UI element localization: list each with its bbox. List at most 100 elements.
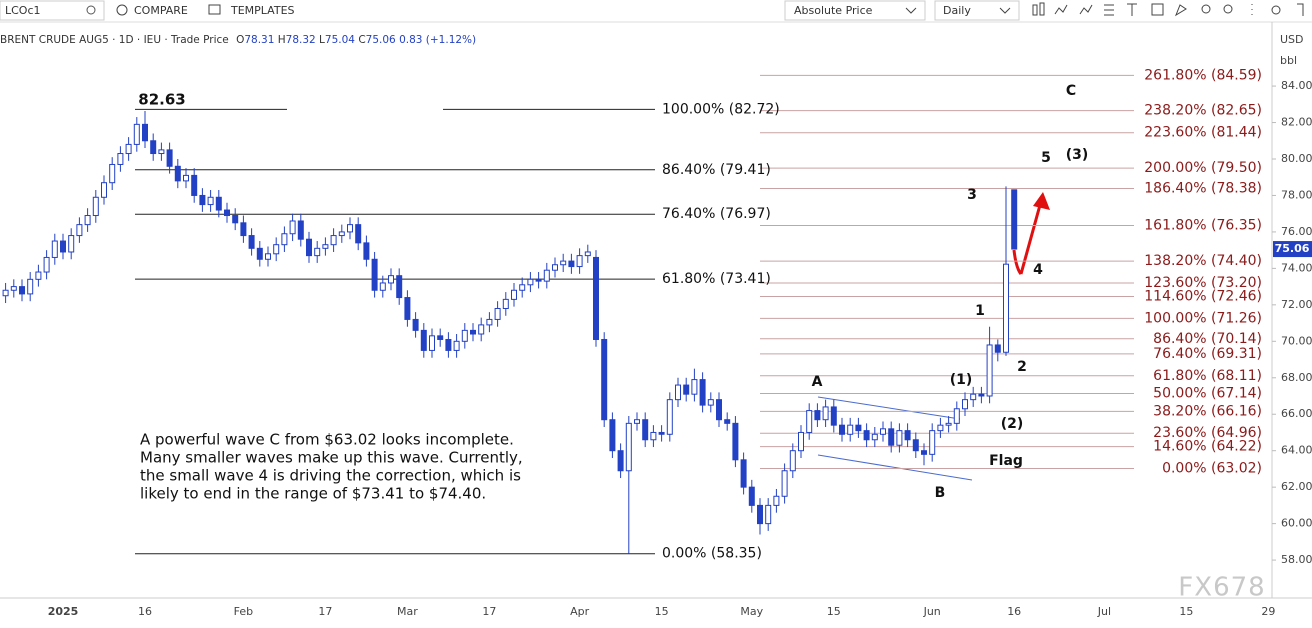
dropdown-arrow bbox=[905, 7, 917, 14]
candle-body bbox=[822, 406, 829, 421]
price-tag bbox=[1273, 241, 1312, 258]
commentary-line: A powerful wave C from $63.02 looks inco… bbox=[140, 431, 514, 449]
wave-label: 4 bbox=[1033, 262, 1043, 278]
candle-body bbox=[765, 504, 772, 525]
x-tick-label: Feb bbox=[234, 605, 253, 618]
candle-body bbox=[215, 196, 222, 211]
templates-icon[interactable] bbox=[208, 4, 221, 15]
candle-body bbox=[314, 247, 321, 257]
candle-body bbox=[789, 450, 796, 472]
candle-body bbox=[519, 284, 526, 291]
wave-label: (2) bbox=[1001, 416, 1024, 432]
candle-body bbox=[494, 307, 501, 320]
candle-body bbox=[937, 424, 944, 432]
wave-label: 3 bbox=[967, 187, 977, 203]
y-tick-label: 72.00 bbox=[1281, 298, 1312, 311]
candle-body bbox=[502, 298, 509, 309]
currency[interactable]: USD bbox=[1280, 33, 1304, 46]
fib-label: 61.80% (73.41) bbox=[662, 271, 771, 287]
interval[interactable]: Daily bbox=[943, 4, 971, 17]
candle-body bbox=[847, 424, 854, 435]
interval-box[interactable] bbox=[934, 0, 1020, 21]
price-mode-box[interactable] bbox=[784, 0, 926, 21]
fib-label: 0.00% (58.35) bbox=[662, 546, 762, 562]
candle-body bbox=[576, 255, 583, 268]
x-tick-label: 15 bbox=[655, 605, 669, 618]
fib-label-bg bbox=[1134, 438, 1262, 455]
unit[interactable]: bbl bbox=[1280, 54, 1297, 67]
candle-body bbox=[363, 242, 370, 260]
candle-body bbox=[839, 424, 845, 435]
compare-button[interactable]: COMPARE bbox=[134, 4, 188, 17]
candle-body bbox=[256, 247, 263, 260]
candle-body bbox=[158, 149, 165, 155]
flag-upper bbox=[817, 396, 961, 420]
compare-icon[interactable] bbox=[116, 4, 128, 16]
x-tick-label: 16 bbox=[138, 605, 152, 618]
candle-body bbox=[183, 174, 189, 182]
candle-body bbox=[757, 504, 763, 525]
candle-body bbox=[863, 430, 870, 441]
candle-body bbox=[232, 215, 239, 224]
fib-label-bg bbox=[1134, 310, 1262, 327]
l-value: 75.04 bbox=[325, 34, 355, 46]
toolbar bbox=[0, 0, 1312, 22]
candle-body bbox=[929, 430, 936, 455]
fib-extension-label: 200.00% (79.50) bbox=[1144, 160, 1262, 176]
o-value: 78.31 bbox=[244, 34, 274, 46]
candle-body bbox=[855, 424, 862, 432]
y-tick-label: 66.00 bbox=[1281, 407, 1312, 420]
candle-body bbox=[912, 439, 919, 452]
candle-body bbox=[921, 450, 927, 455]
y-tick-label: 82.00 bbox=[1281, 116, 1312, 129]
candle-body bbox=[781, 470, 788, 497]
candle-body bbox=[297, 220, 304, 240]
candle-body bbox=[945, 422, 952, 426]
h-value: 78.32 bbox=[286, 34, 316, 46]
candle-body bbox=[27, 278, 34, 295]
candle-body bbox=[527, 278, 534, 286]
fib-label: 76.40% (76.97) bbox=[662, 206, 771, 222]
candle-body bbox=[412, 318, 419, 331]
candle-body bbox=[191, 174, 198, 196]
fib-label-bg bbox=[1134, 67, 1262, 84]
symbol[interactable]: LCOc1 bbox=[5, 4, 41, 17]
dropdown-arrow bbox=[999, 7, 1011, 14]
symbol-box[interactable] bbox=[0, 0, 105, 21]
candle-body bbox=[445, 338, 452, 351]
instrument: BRENT CRUDE AUG5 · 1D · IEU · Trade Pric… bbox=[0, 34, 229, 46]
candle-body bbox=[224, 209, 230, 217]
x-tick-label: 2025 bbox=[48, 605, 79, 618]
fib-label: 100.00% (82.72) bbox=[662, 101, 780, 117]
candle-body bbox=[461, 329, 468, 342]
candle-body bbox=[871, 433, 878, 441]
candle-body bbox=[691, 379, 698, 395]
candle-body bbox=[322, 244, 329, 249]
candle-body bbox=[1003, 263, 1009, 353]
y-tick-label: 74.00 bbox=[1281, 261, 1312, 274]
fib-extension-label: 0.00% (63.02) bbox=[1162, 461, 1262, 477]
price-tag-label: 75.06 bbox=[1275, 242, 1310, 255]
candle-body bbox=[207, 196, 214, 206]
x-tick-label: 15 bbox=[827, 605, 841, 618]
fib-label-bg bbox=[1134, 180, 1262, 197]
tool-icons[interactable] bbox=[1032, 2, 1304, 17]
candle-body bbox=[601, 338, 608, 421]
candle-body bbox=[609, 419, 616, 452]
fib-extension-label: 100.00% (71.26) bbox=[1144, 310, 1262, 326]
fib-label-bg bbox=[1134, 102, 1262, 119]
search-icon[interactable] bbox=[86, 5, 96, 15]
x-tick-label: Mar bbox=[397, 605, 418, 618]
price-mode[interactable]: Absolute Price bbox=[794, 4, 873, 17]
candle-body bbox=[560, 260, 567, 266]
candle-body bbox=[2, 289, 9, 297]
templates-button[interactable]: TEMPLATES bbox=[230, 4, 295, 17]
candle-body bbox=[289, 220, 296, 235]
candle-body bbox=[675, 384, 681, 401]
o-label: O bbox=[236, 34, 244, 46]
fib-extension-label: 14.60% (64.22) bbox=[1153, 439, 1262, 455]
candle-body bbox=[830, 406, 837, 426]
fib-extension-label: 123.60% (73.20) bbox=[1144, 275, 1262, 291]
